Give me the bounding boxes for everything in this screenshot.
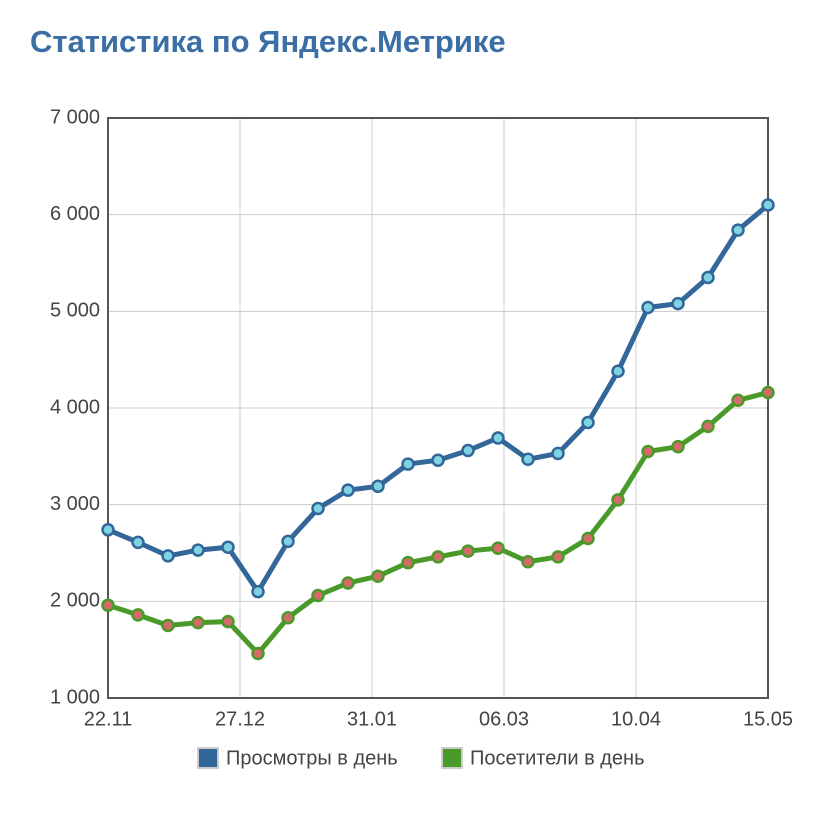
y-tick-label: 1 000 (50, 686, 100, 708)
point (521, 554, 535, 569)
point (311, 501, 325, 516)
point (101, 523, 115, 537)
point (191, 615, 205, 630)
point (401, 457, 415, 471)
y-tick-label: 4 000 (50, 396, 100, 418)
point (461, 443, 475, 458)
point (731, 393, 745, 408)
point (491, 541, 505, 555)
legend-label: Просмотры в день (226, 747, 398, 769)
point (191, 543, 205, 557)
point (161, 618, 175, 633)
y-tick-label: 7 000 (50, 106, 100, 128)
point (611, 364, 625, 379)
series-line (107, 390, 769, 657)
y-tick-label: 3 000 (50, 493, 100, 515)
legend-label: Посетители в день (470, 747, 645, 769)
point (281, 611, 295, 625)
point (461, 544, 475, 558)
point (101, 598, 115, 612)
y-tick-label: 2 000 (50, 590, 100, 612)
point (221, 614, 235, 629)
point (761, 385, 775, 400)
plot-frame (107, 117, 769, 699)
legend-item: Посетители в день (441, 747, 645, 769)
x-tick-label: 15.05 (743, 708, 793, 730)
point (131, 608, 145, 622)
legend-item: Просмотры в день (197, 747, 398, 769)
point (671, 296, 685, 311)
x-tick-label: 22.11 (84, 708, 133, 730)
point (221, 540, 235, 554)
legend-swatch (441, 747, 463, 769)
series-line (107, 203, 770, 595)
point (701, 419, 715, 434)
point (581, 531, 595, 546)
point (131, 535, 145, 550)
chart-title: Статистика по Яндекс.Метрике (30, 24, 506, 59)
legend-swatch (197, 747, 219, 769)
x-tick-label: 10.04 (611, 708, 661, 730)
point (161, 549, 175, 563)
point (251, 646, 265, 661)
point (521, 452, 535, 466)
point (761, 198, 775, 212)
x-tick-label: 27.12 (215, 708, 265, 730)
x-tick-label: 06.03 (479, 708, 529, 730)
point (431, 453, 445, 467)
point (641, 444, 655, 459)
point (731, 223, 745, 237)
point (341, 483, 355, 497)
point (431, 550, 445, 564)
point (701, 270, 715, 285)
point (581, 415, 595, 430)
point (611, 493, 625, 507)
point (311, 588, 325, 603)
point (551, 446, 565, 461)
point (341, 576, 355, 590)
x-tick-label: 31.01 (347, 708, 397, 730)
y-tick-label: 5 000 (50, 300, 100, 322)
point (281, 534, 295, 549)
point (641, 300, 655, 315)
point (491, 431, 505, 445)
point (401, 555, 415, 570)
y-tick-label: 6 000 (50, 203, 100, 225)
point (551, 550, 565, 564)
point (251, 584, 265, 599)
point (371, 569, 385, 583)
point (371, 479, 385, 494)
point (671, 439, 685, 454)
